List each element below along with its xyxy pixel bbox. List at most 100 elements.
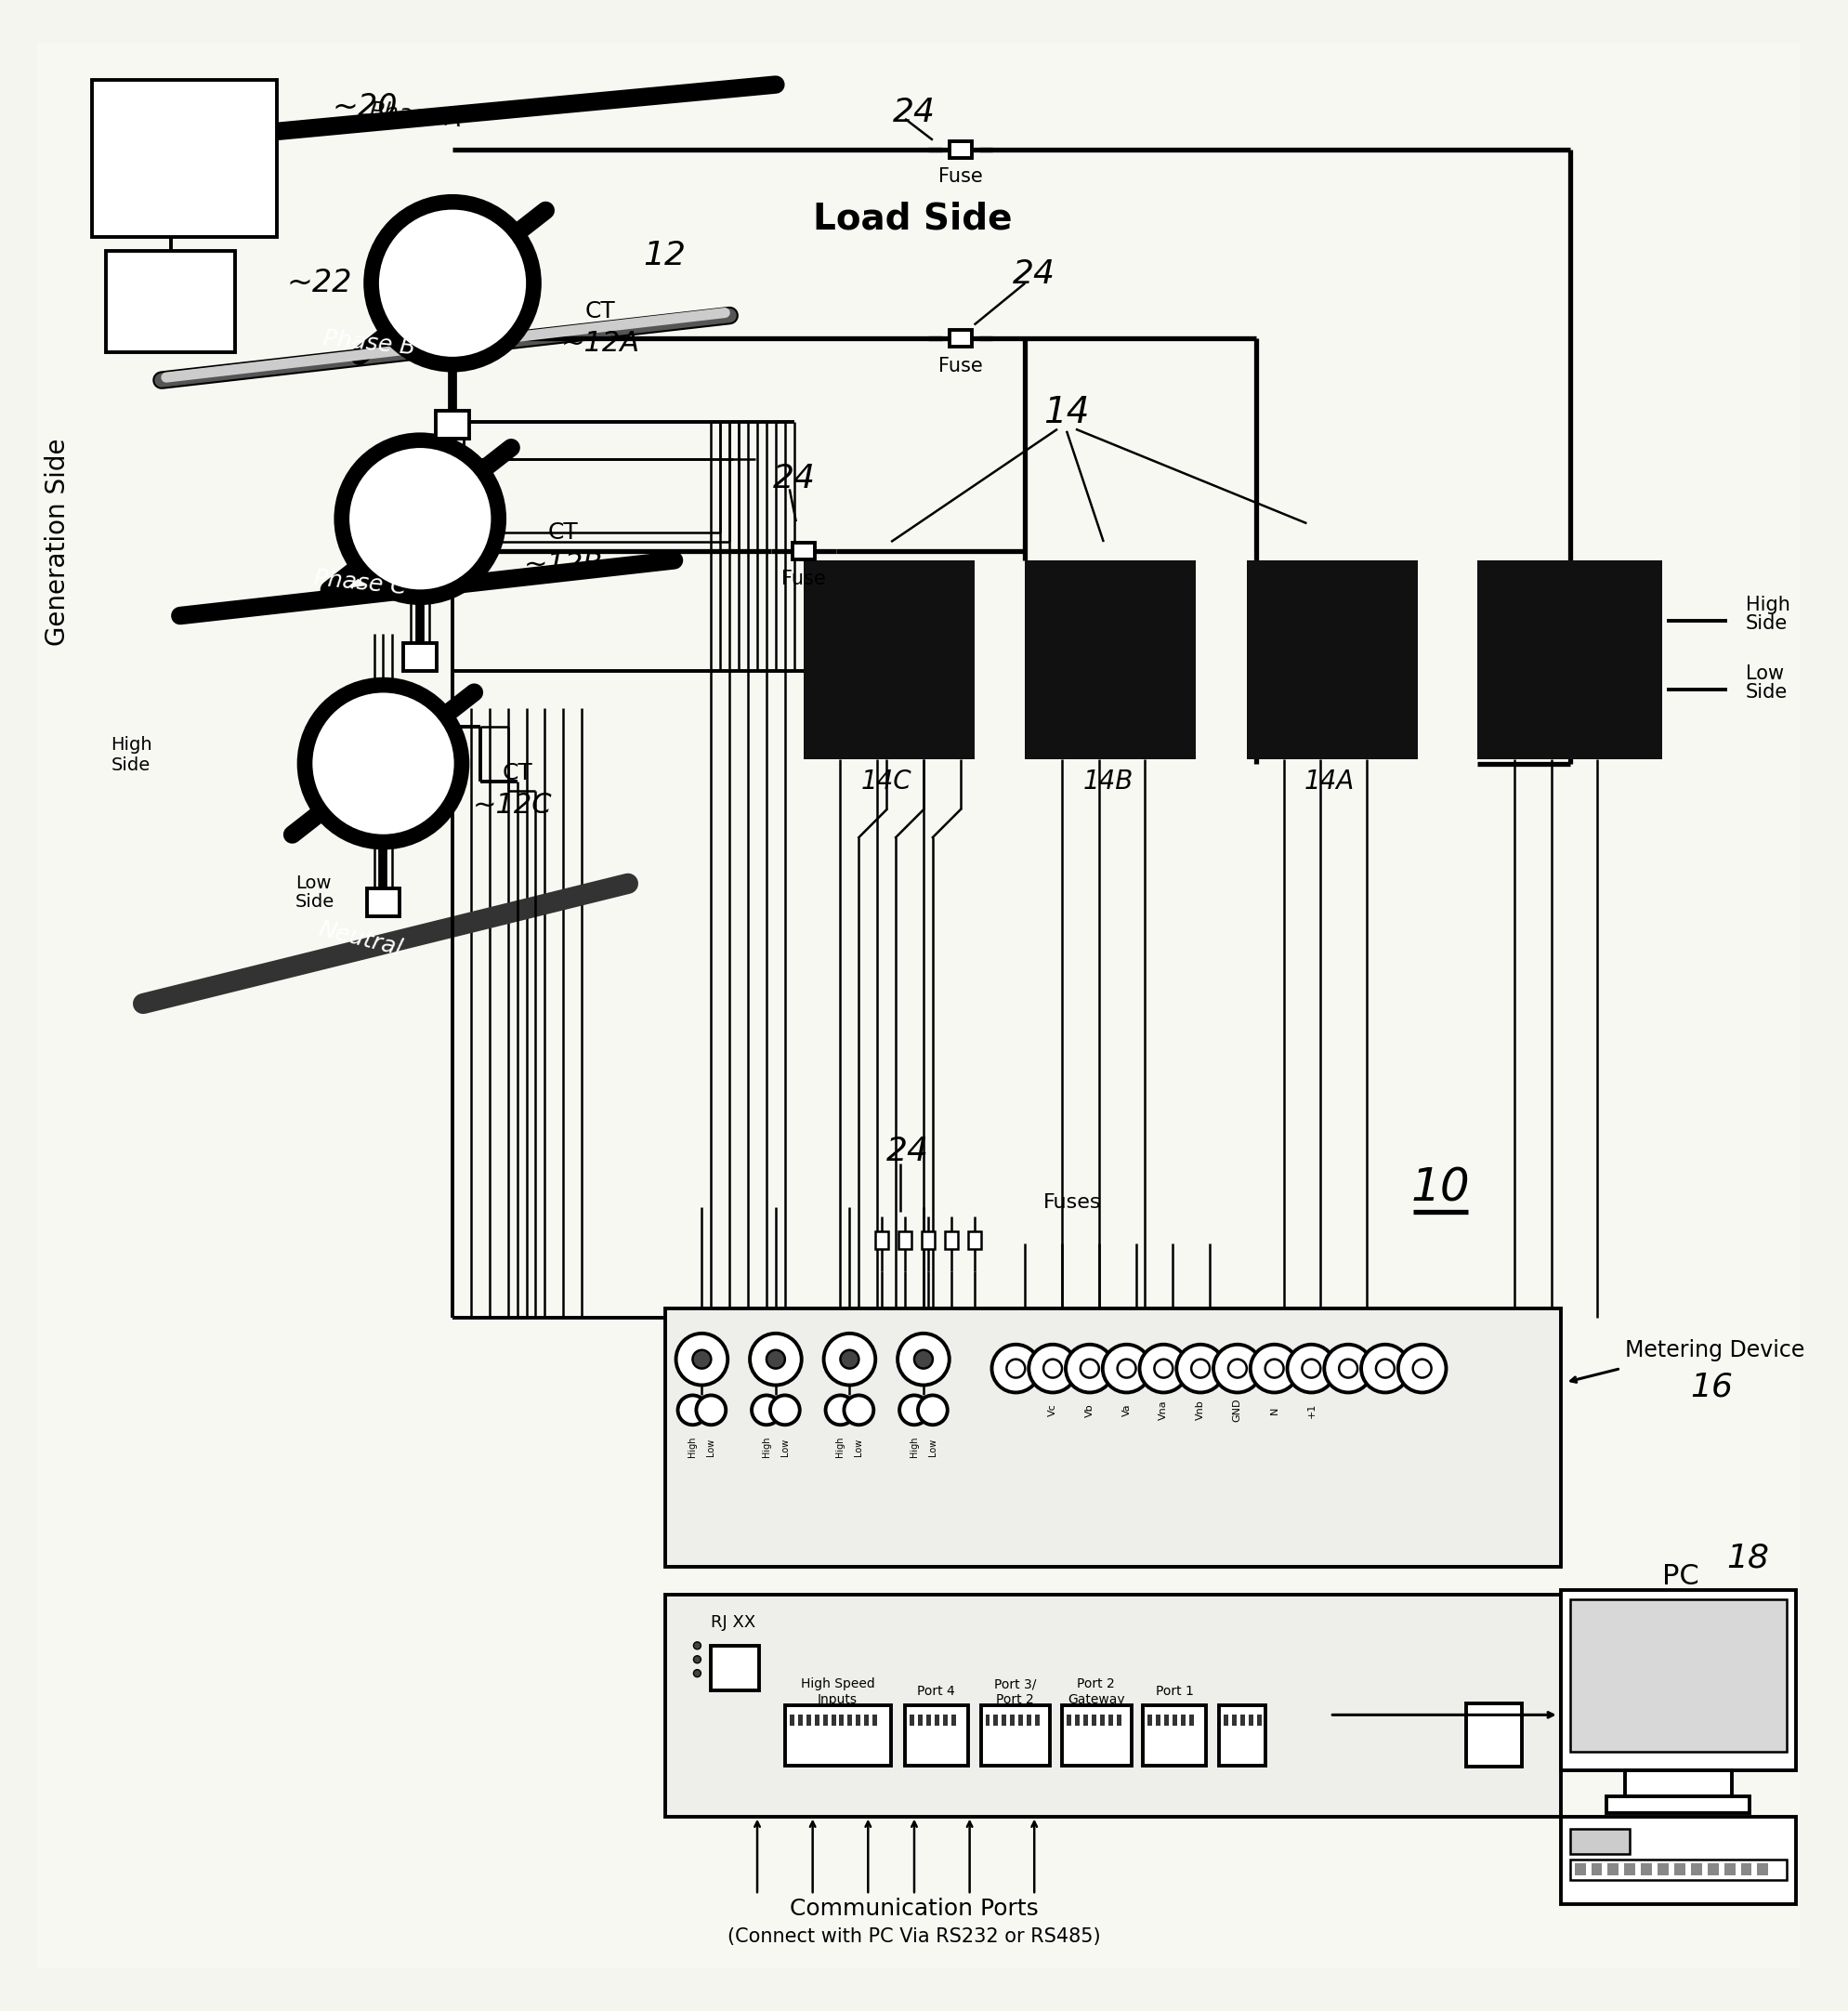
Bar — [1571, 1599, 1787, 1752]
Bar — [711, 1645, 760, 1689]
Text: High Speed
Inputs: High Speed Inputs — [800, 1677, 874, 1705]
Bar — [804, 561, 974, 758]
Text: ~22: ~22 — [286, 267, 351, 298]
Bar — [105, 251, 235, 352]
Bar — [1066, 1715, 1072, 1725]
Text: Fuse: Fuse — [939, 167, 983, 187]
Bar — [798, 1715, 802, 1725]
Text: 16: 16 — [1689, 1372, 1733, 1404]
Bar — [1608, 1864, 1619, 1876]
Bar — [1011, 1715, 1015, 1725]
Text: Vnb: Vnb — [1196, 1400, 1205, 1420]
Bar — [1035, 1715, 1040, 1725]
Text: 24: 24 — [1013, 257, 1055, 290]
Bar — [665, 1309, 1562, 1567]
Text: AD1: AD1 — [691, 1339, 713, 1347]
Bar — [865, 1715, 869, 1725]
Circle shape — [1362, 1345, 1410, 1392]
Bar — [942, 1715, 948, 1725]
Bar — [1724, 1864, 1735, 1876]
Circle shape — [918, 1396, 948, 1426]
Text: Communication Ports: Communication Ports — [789, 1898, 1039, 1921]
Circle shape — [898, 1333, 950, 1386]
Text: Low: Low — [296, 875, 331, 893]
Bar — [1674, 1864, 1685, 1876]
Text: CT: CT — [586, 300, 615, 322]
Text: Port 3/
Port 2: Port 3/ Port 2 — [994, 1677, 1037, 1705]
Bar — [1658, 1864, 1669, 1876]
Circle shape — [1377, 1359, 1395, 1378]
Bar — [1478, 561, 1661, 758]
Text: AD1: AD1 — [839, 1339, 861, 1347]
Circle shape — [1214, 1345, 1262, 1392]
Text: Fuses: Fuses — [1044, 1193, 1101, 1211]
Text: Vb: Vb — [1085, 1404, 1094, 1418]
Bar — [1708, 1864, 1719, 1876]
Bar — [918, 1715, 922, 1725]
Bar — [872, 1715, 878, 1725]
Circle shape — [1229, 1359, 1247, 1378]
Circle shape — [1288, 1345, 1336, 1392]
Bar — [1247, 561, 1417, 758]
Text: Fuse: Fuse — [939, 358, 983, 376]
Text: +1: +1 — [1307, 1402, 1316, 1418]
Text: Metering Device: Metering Device — [1624, 1339, 1805, 1361]
Bar — [815, 1715, 819, 1725]
Bar — [1144, 1705, 1207, 1766]
Circle shape — [845, 1396, 874, 1426]
Bar — [1562, 1816, 1796, 1904]
Circle shape — [1155, 1359, 1173, 1378]
Text: High: High — [687, 1436, 697, 1458]
Circle shape — [371, 201, 534, 364]
Text: ~12A: ~12A — [560, 330, 639, 356]
Text: Va: Va — [1122, 1404, 1131, 1416]
Bar — [1467, 1703, 1523, 1766]
Circle shape — [915, 1349, 933, 1369]
Bar — [1741, 1864, 1752, 1876]
Circle shape — [824, 1333, 876, 1386]
Bar — [1164, 1715, 1170, 1725]
Text: ~12C: ~12C — [473, 792, 553, 818]
Bar — [981, 1705, 1050, 1766]
Bar — [1173, 1715, 1177, 1725]
Circle shape — [1399, 1345, 1447, 1392]
Bar — [1076, 1715, 1079, 1725]
Text: 10: 10 — [1412, 1166, 1471, 1211]
Text: ~12B: ~12B — [523, 551, 602, 579]
Circle shape — [693, 1655, 700, 1663]
Text: Low: Low — [928, 1438, 937, 1456]
Circle shape — [1066, 1345, 1114, 1392]
Text: 24: 24 — [893, 97, 935, 129]
Bar — [1148, 1715, 1153, 1725]
Text: Vna: Vna — [1159, 1400, 1168, 1420]
Text: 24: 24 — [887, 1136, 930, 1166]
Text: Low: Low — [706, 1438, 715, 1456]
Circle shape — [342, 440, 499, 597]
Text: 14: 14 — [1044, 394, 1090, 430]
Bar — [922, 1231, 935, 1249]
Circle shape — [841, 1349, 859, 1369]
Text: 14C: 14C — [861, 768, 911, 794]
Bar — [994, 1715, 998, 1725]
Circle shape — [305, 686, 462, 843]
Bar — [950, 330, 972, 348]
Circle shape — [1140, 1345, 1188, 1392]
Text: Side: Side — [1745, 613, 1787, 631]
Text: 18: 18 — [1726, 1542, 1770, 1575]
Bar — [848, 1715, 852, 1725]
Bar — [1240, 1715, 1246, 1725]
Text: High: High — [761, 1436, 771, 1458]
Text: Port 1: Port 1 — [1155, 1685, 1194, 1697]
Circle shape — [1303, 1359, 1321, 1378]
Circle shape — [1007, 1359, 1026, 1378]
Text: ~20: ~20 — [333, 93, 397, 123]
Bar — [1157, 1715, 1161, 1725]
Text: RJ XX: RJ XX — [711, 1615, 756, 1631]
Bar — [1220, 1705, 1266, 1766]
Bar — [935, 1715, 939, 1725]
Circle shape — [693, 1669, 700, 1677]
Bar — [876, 1231, 889, 1249]
Circle shape — [750, 1333, 802, 1386]
Text: CT: CT — [503, 762, 532, 784]
Bar — [832, 1715, 835, 1725]
